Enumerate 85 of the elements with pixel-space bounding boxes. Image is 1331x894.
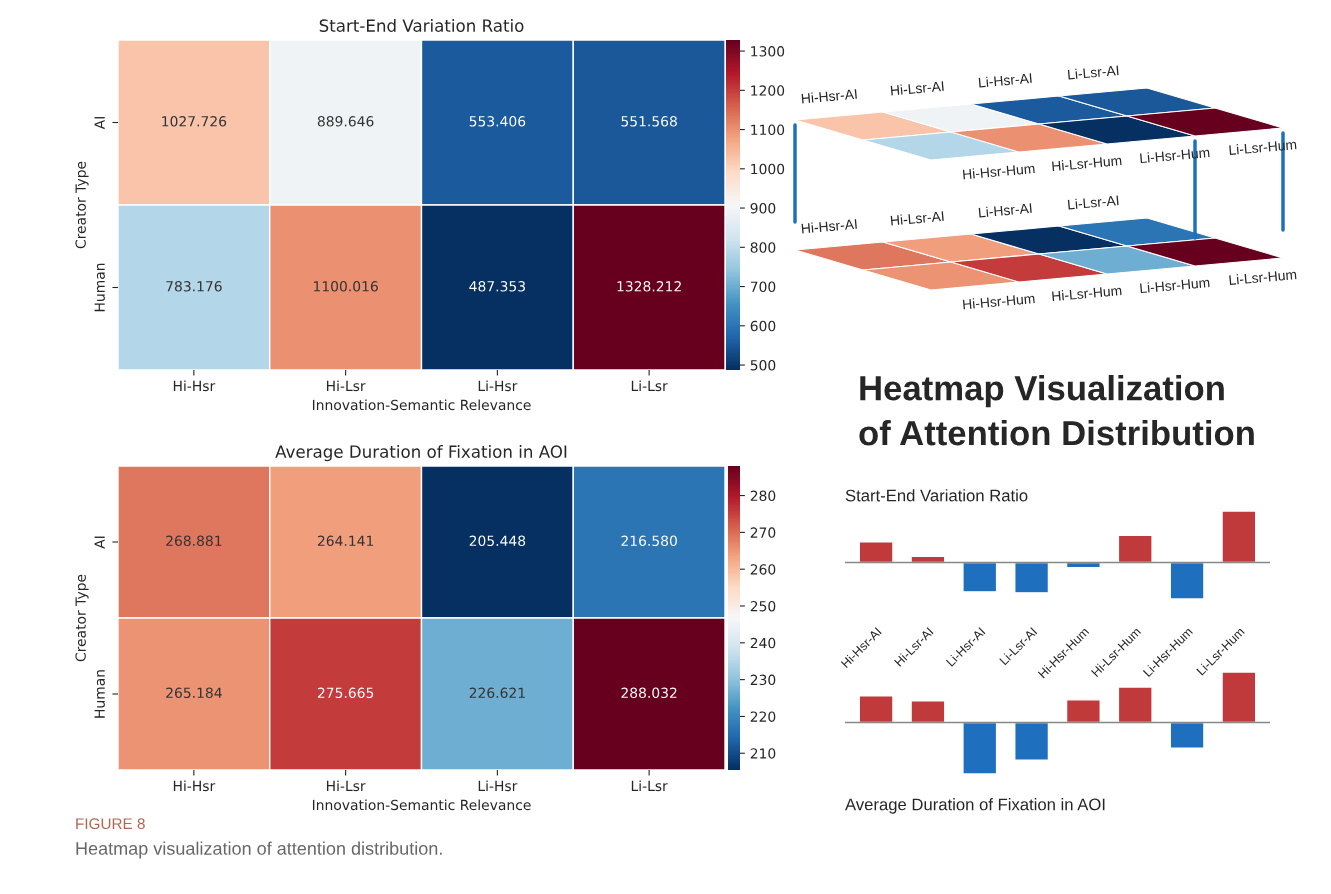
category-label: Li-Hsr-Hum	[1140, 147, 1210, 164]
data-label: 226.621	[469, 687, 525, 699]
color-bar-label: 280	[750, 490, 776, 502]
category-label: Hi-Lsr-AI	[890, 80, 944, 96]
data-label: 288.032	[621, 687, 677, 699]
color-bar-label: 260	[750, 564, 776, 575]
data-label: 205.448	[469, 535, 526, 547]
color-bar-label: 220	[750, 711, 776, 722]
data-label: 264.141	[317, 535, 374, 547]
color-bar-label: 240	[750, 637, 776, 649]
chart-title: Average Duration of Fixation in AOI	[275, 445, 567, 462]
x-axis-title: Innovation-Semantic Relevance	[312, 799, 531, 811]
x-tick-label: Hi-Hsr	[173, 780, 216, 792]
color-bar-label: 270	[750, 527, 776, 538]
x-tick-label: Li-Hsr	[478, 780, 518, 792]
data-label: 216.580	[621, 535, 677, 547]
caption: FIGURE 8	[76, 818, 145, 830]
data-label: 487.353	[469, 281, 525, 292]
color-bar-label: 250	[750, 600, 776, 612]
bar	[1117, 534, 1153, 564]
bar	[1169, 561, 1205, 600]
data-label: 783.176	[166, 281, 222, 292]
category-label: Hi-Lsr-Hum	[1052, 287, 1122, 302]
text: Heatmap Visualization of Attention Distribution	[859, 375, 1254, 446]
data-label: 1328.212	[617, 281, 681, 292]
y-tick-label: AI	[94, 117, 105, 130]
text: Average Duration of Fixation in AOI	[845, 798, 1105, 814]
y-axis-title: Creator Type	[75, 161, 89, 249]
x-tick-label: Hi-Lsr	[326, 380, 366, 392]
color-bar-label: 500	[750, 360, 776, 371]
color-bar-label: 1200	[751, 85, 785, 96]
color-bar-label: 1100	[751, 124, 785, 136]
category-label: Hi-Hsr-AI	[801, 88, 857, 104]
color-bar-label: 1000	[751, 163, 785, 175]
data-label: 889.646	[317, 116, 374, 127]
category-label: Hi-Hsr-AI	[801, 219, 857, 234]
data-label: 553.406	[469, 116, 526, 127]
bar	[858, 695, 894, 724]
category-label: Hi-Hsr-Hum	[962, 163, 1035, 180]
y-axis-title: Creator Type	[75, 574, 89, 662]
x-axis-title: Innovation-Semantic Relevance	[312, 399, 531, 411]
data-label: 1100.016	[314, 281, 378, 292]
color-bar-label: 800	[750, 242, 776, 253]
bar	[1014, 561, 1050, 594]
bar	[1221, 510, 1257, 564]
x-tick-label: Li-Hsr	[478, 380, 518, 392]
category-label: Hi-Lsr-AI	[890, 211, 944, 226]
text: Heatmap visualization of attention distribution.	[76, 841, 442, 859]
category-label: Hi-Lsr-Hum	[1052, 155, 1122, 172]
category-label: Li-Lsr-AI	[1067, 65, 1119, 80]
color-bar-label: 230	[750, 674, 776, 686]
y-tick-label: Human	[94, 263, 105, 312]
category-label: Li-Hsr-Hum	[1140, 279, 1210, 294]
bar	[1169, 721, 1205, 749]
category-label: Li-Lsr-Hum	[1229, 271, 1297, 285]
data-label: 275.665	[317, 687, 374, 699]
bar	[1014, 721, 1050, 761]
bar	[858, 541, 894, 564]
bar	[962, 721, 998, 775]
x-tick-label: Li-Lsr	[631, 380, 668, 392]
color-bar-label: 600	[750, 320, 776, 332]
x-tick-label: Li-Lsr	[631, 780, 668, 792]
bar	[1065, 699, 1101, 724]
bar	[962, 561, 998, 593]
y-tick-label: Human	[94, 670, 105, 718]
category-label: Hi-Hsr-Hum	[962, 295, 1035, 310]
color-bar-label: 700	[750, 281, 776, 293]
data-label: 1027.726	[162, 116, 227, 127]
x-tick-label: Hi-Hsr	[173, 380, 216, 392]
category-label: Li-Lsr-AI	[1067, 195, 1119, 210]
category-label: Li-Hsr-AI	[978, 72, 1032, 88]
y-tick-label: AI	[94, 536, 105, 549]
data-label: 551.568	[621, 116, 677, 127]
bar	[1117, 686, 1153, 724]
color-bar-label: 210	[750, 748, 776, 759]
bar	[910, 700, 946, 724]
color-bar-label: 1300	[751, 46, 785, 57]
category-label: Li-Lsr-Hum	[1229, 139, 1297, 156]
x-tick-label: Hi-Lsr	[326, 780, 366, 792]
chart-title: Start-End Variation Ratio	[845, 489, 1028, 502]
category-label: Li-Hsr-AI	[978, 203, 1032, 218]
color-bar-label: 900	[750, 203, 776, 214]
data-label: 265.184	[166, 687, 222, 699]
data-label: 268.881	[166, 535, 222, 547]
chart-title: Start-End Variation Ratio	[319, 19, 524, 32]
